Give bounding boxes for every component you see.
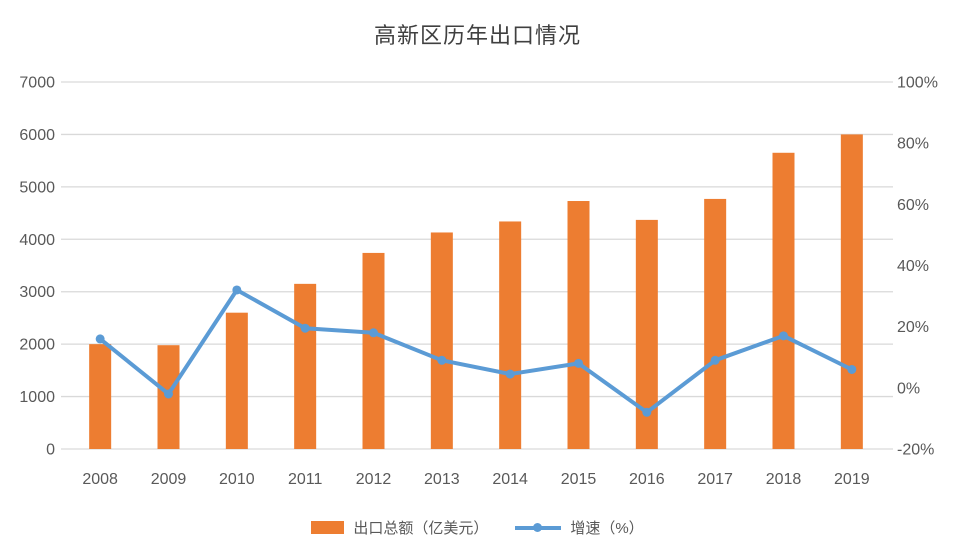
line-point	[642, 407, 652, 417]
chart-title: 高新区历年出口情况	[373, 23, 581, 48]
right-axis-tick-label: 40%	[897, 258, 929, 275]
bar	[772, 152, 795, 449]
right-axis-tick-label: 60%	[897, 197, 929, 214]
right-axis-tick-label: 80%	[897, 136, 929, 153]
line-point	[437, 355, 447, 365]
left-axis-tick-label: 3000	[19, 284, 55, 301]
x-axis-tick-label: 2008	[82, 471, 118, 488]
legend-line-dot	[533, 523, 543, 532]
line-point	[369, 328, 378, 338]
left-axis-tick-label: 0	[46, 442, 55, 459]
bar	[362, 252, 385, 449]
growth-line	[98, 287, 854, 415]
x-axis-tick-label: 2011	[288, 471, 323, 488]
x-axis-tick-label: 2013	[424, 471, 460, 488]
left-axis-tick-label: 6000	[19, 127, 55, 144]
legend: 出口总额（亿美元） 增速（%）	[0, 517, 955, 538]
legend-bar-swatch-icon	[311, 521, 345, 534]
legend-line-swatch-icon	[515, 521, 562, 534]
bar	[294, 283, 317, 449]
right-axis-tick-label: 100%	[897, 75, 938, 92]
bar	[225, 312, 248, 449]
legend-bar-label: 出口总额（亿美元）	[353, 520, 489, 537]
line-point	[232, 285, 242, 295]
legend-line-label: 增速（%）	[570, 520, 644, 537]
x-axis-tick-label: 2014	[492, 471, 528, 488]
right-axis-tick-label: 0%	[897, 380, 920, 397]
x-axis-tick-label: 2012	[356, 471, 392, 488]
x-axis-tick-label: 2015	[561, 471, 597, 488]
x-axis-tick-label: 2018	[766, 471, 802, 488]
bar	[567, 201, 590, 449]
bar	[704, 198, 727, 449]
left-axis-tick-label: 1000	[19, 389, 55, 406]
line-point	[710, 355, 720, 365]
left-axis-tick-label: 7000	[19, 75, 55, 92]
line-point	[847, 364, 857, 374]
line-point	[505, 369, 515, 379]
line-point	[300, 323, 310, 333]
x-axis-tick-label: 2009	[151, 471, 187, 488]
x-axis-tick-label: 2017	[697, 471, 733, 488]
left-axis-tick-label: 2000	[19, 337, 55, 354]
bar	[635, 219, 658, 449]
bar	[89, 344, 112, 449]
bar	[840, 134, 863, 449]
line-point	[95, 334, 105, 344]
line-point	[574, 358, 583, 368]
x-axis-tick-label: 2019	[834, 471, 870, 488]
line-point	[164, 389, 173, 399]
bar	[499, 221, 522, 449]
x-axis-tick-label: 2016	[629, 471, 665, 488]
left-axis-tick-label: 5000	[19, 179, 55, 196]
x-axis-tick-label: 2010	[219, 471, 255, 488]
bar	[430, 232, 453, 449]
left-axis-tick-label: 4000	[19, 232, 55, 249]
right-axis-tick-label: -20%	[897, 442, 934, 459]
right-axis-tick-label: 20%	[897, 319, 929, 336]
line-point	[779, 331, 788, 341]
